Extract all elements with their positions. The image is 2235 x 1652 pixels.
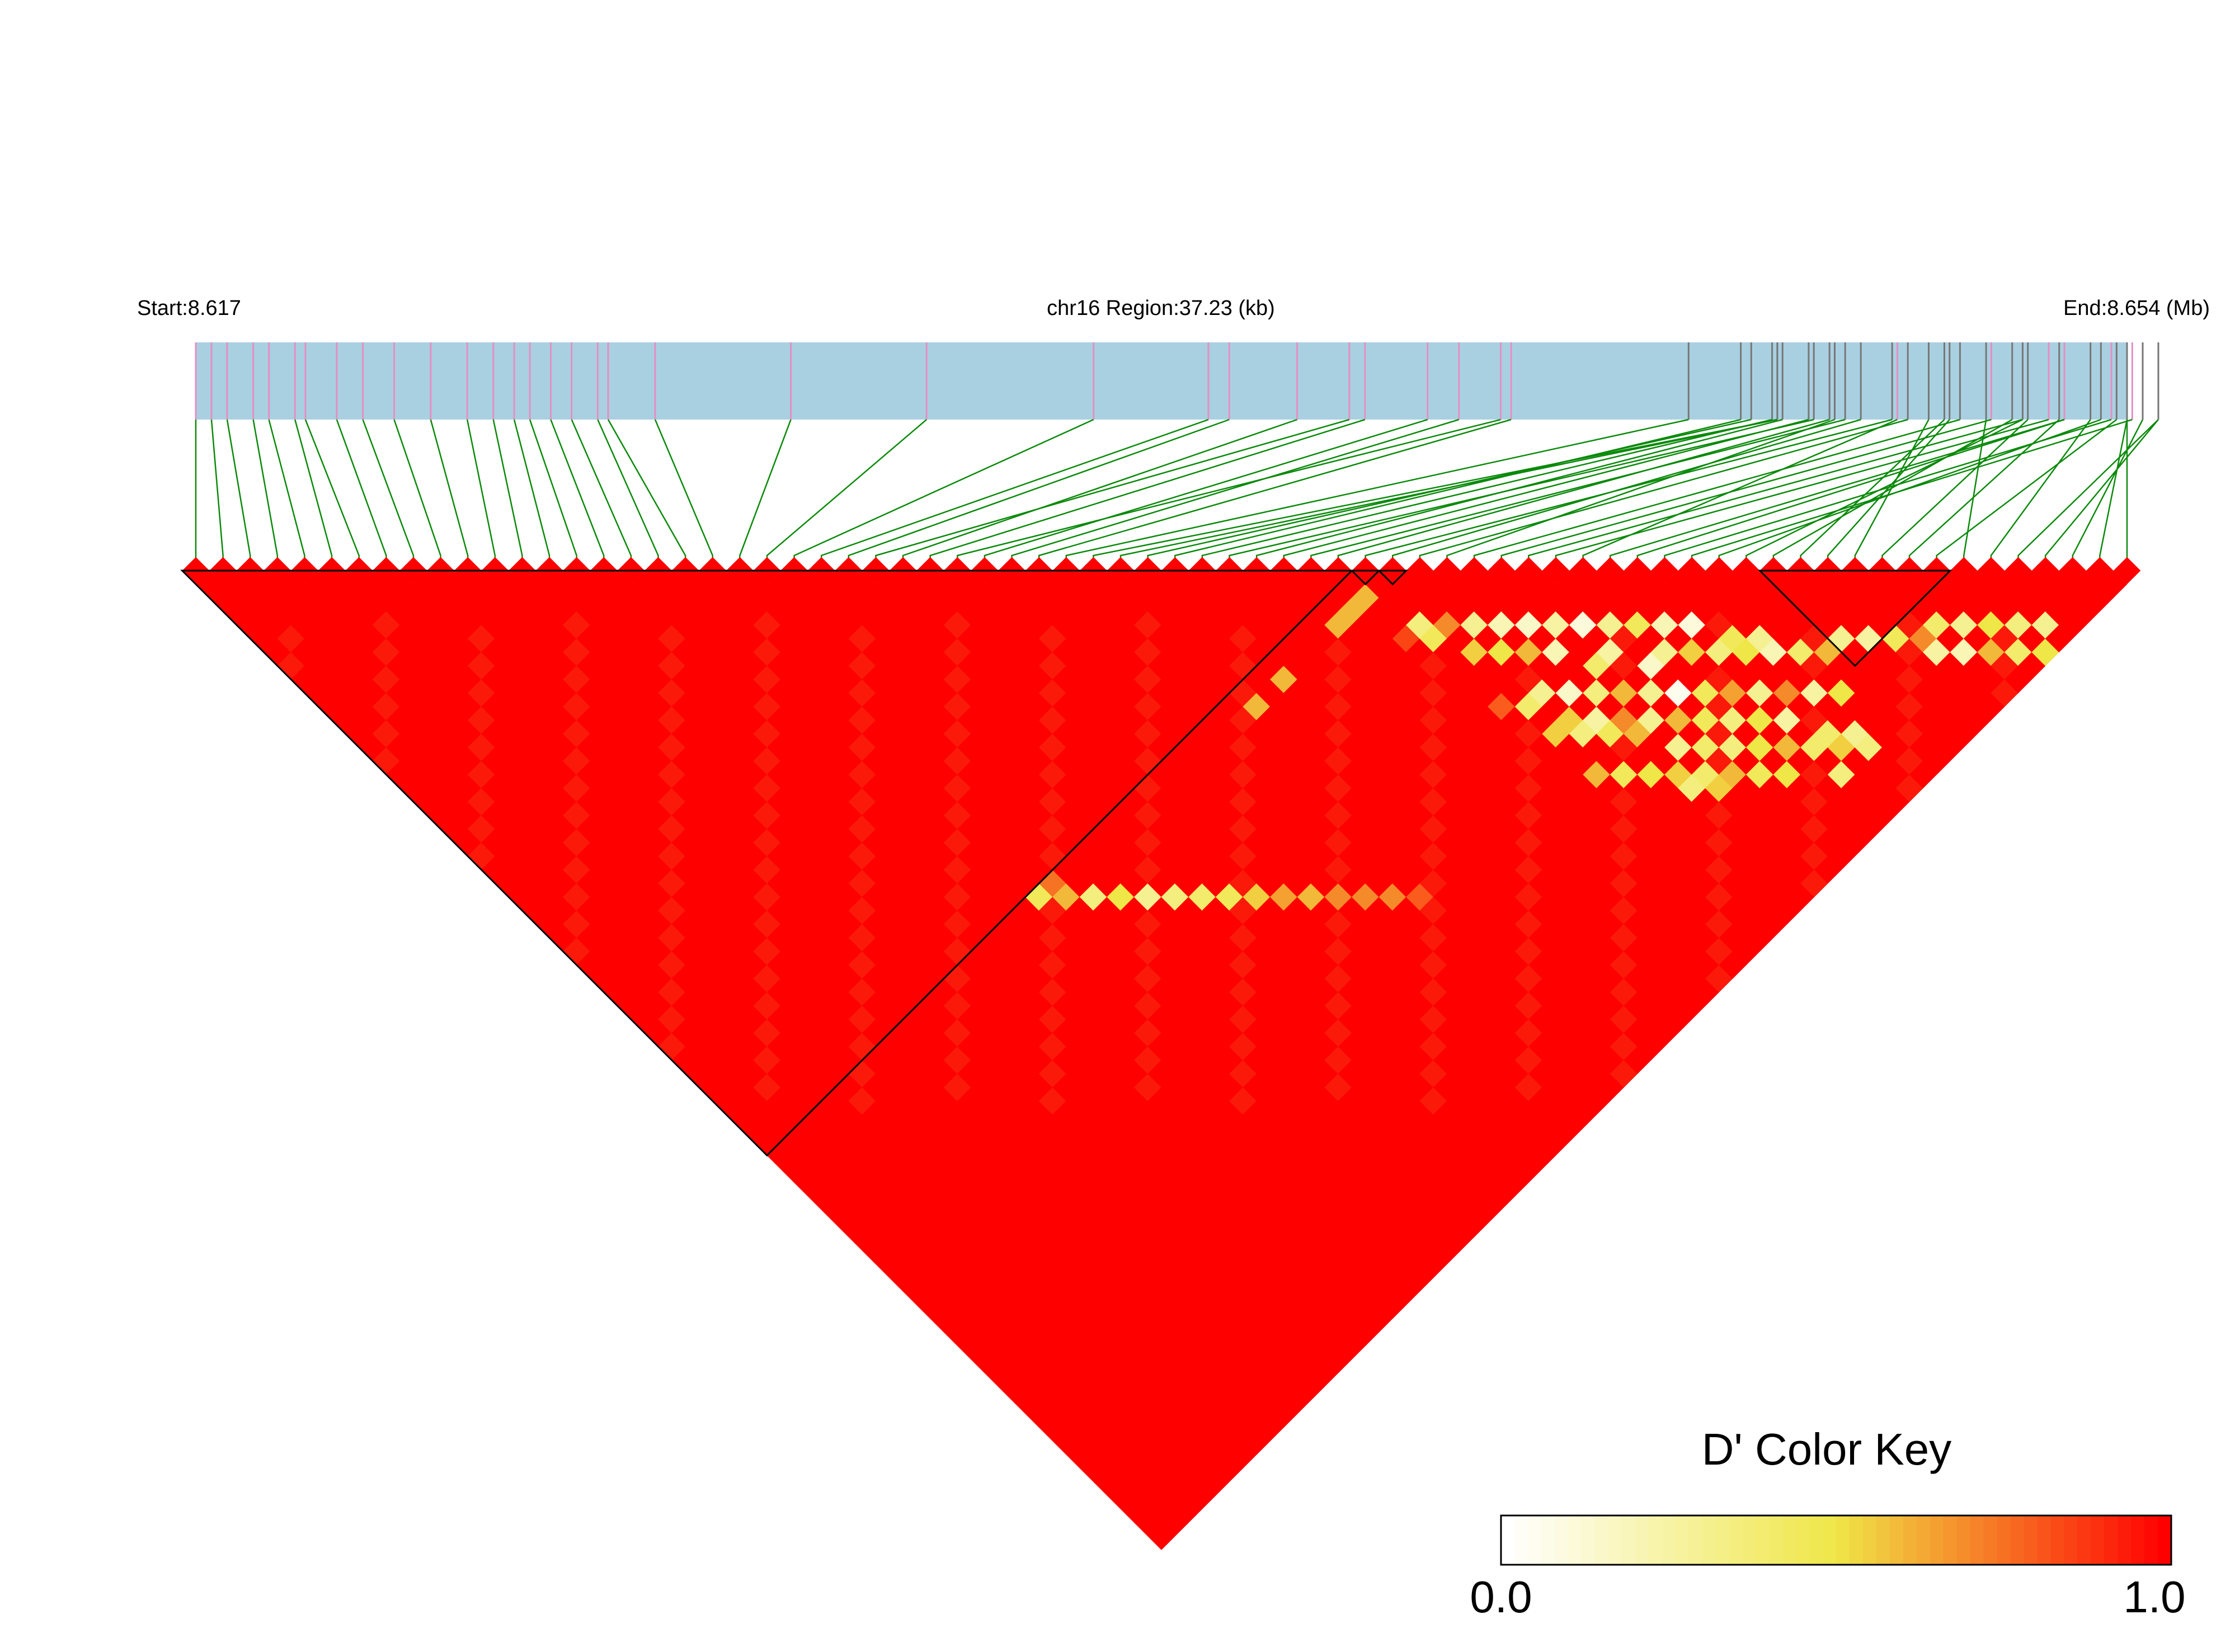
- ld-cells: [182, 557, 2141, 1550]
- color-key-step: [1876, 1515, 1890, 1565]
- color-key-step: [1889, 1515, 1904, 1565]
- color-key-step: [1715, 1515, 1729, 1565]
- color-key-step: [1956, 1515, 1971, 1565]
- region-end-label: End:8.654 (Mb): [2063, 296, 2210, 320]
- color-key-step: [1862, 1515, 1877, 1565]
- color-key-step: [1594, 1515, 1609, 1565]
- snp-position-track: [195, 342, 2159, 420]
- color-key-step: [1662, 1515, 1676, 1565]
- color-key-step: [1568, 1515, 1582, 1565]
- color-key-step: [2118, 1515, 2132, 1565]
- snp-diamond: [1733, 557, 1760, 585]
- snp-diamond: [1433, 557, 1461, 585]
- snp-diamond: [2005, 557, 2032, 585]
- color-key-step: [2144, 1515, 2158, 1565]
- color-key-step: [1782, 1515, 1796, 1565]
- snp-diamond: [1678, 557, 1706, 585]
- color-key-step: [1554, 1515, 1569, 1565]
- color-key-step: [1635, 1515, 1649, 1565]
- color-key-step: [1742, 1515, 1756, 1565]
- color-key-border: [1500, 1514, 2172, 1566]
- color-key-step: [1983, 1515, 1998, 1565]
- color-key-step: [1729, 1515, 1743, 1565]
- color-key-step: [2104, 1515, 2118, 1565]
- color-key-step: [2010, 1515, 2025, 1565]
- color-key-step: [2091, 1515, 2105, 1565]
- snp-diamond: [1515, 557, 1542, 585]
- snp-diamond: [1651, 557, 1678, 585]
- region-title: chr16 Region:37.23 (kb): [1047, 296, 1275, 320]
- color-key-step: [1970, 1515, 1984, 1565]
- snp-diamond: [1569, 557, 1597, 585]
- color-key-step: [2131, 1515, 2145, 1565]
- color-key-step: [1702, 1515, 1716, 1565]
- haplotype-block: [180, 570, 1354, 1157]
- snp-diamond: [2086, 557, 2114, 585]
- snp-diamond: [1624, 557, 1651, 585]
- color-key-step: [1581, 1515, 1596, 1565]
- color-key-step: [2024, 1515, 2038, 1565]
- color-key-step: [1943, 1515, 1958, 1565]
- color-key-step: [1823, 1515, 1837, 1565]
- color-key-step: [2064, 1515, 2078, 1565]
- color-key-step: [1688, 1515, 1702, 1565]
- color-key-step: [1903, 1515, 1917, 1565]
- snp-diamond: [1488, 557, 1516, 585]
- genomic-region-track: [196, 342, 2127, 420]
- color-key-step: [1675, 1515, 1690, 1565]
- haplotype-block: [1758, 570, 1952, 667]
- color-key-step: [1769, 1515, 1783, 1565]
- color-key-step: [1997, 1515, 2011, 1565]
- color-key-step: [1930, 1515, 1944, 1565]
- region-start-label: Start:8.617: [137, 296, 241, 320]
- snp-diamond: [1705, 557, 1733, 585]
- color-key-step: [1501, 1515, 1515, 1565]
- haplotype-block: [1349, 570, 1381, 586]
- snp-diamond: [2031, 557, 2059, 585]
- color-key-step: [1916, 1515, 1931, 1565]
- color-key-step: [2158, 1515, 2172, 1565]
- color-key-step: [1648, 1515, 1663, 1565]
- snp-diamond: [1542, 557, 1570, 585]
- color-key-step: [1836, 1515, 1850, 1565]
- snp-diamond: [1460, 557, 1488, 585]
- color-key-gradient: [1501, 1515, 2172, 1565]
- color-key-title: D' Color Key: [1702, 1424, 1952, 1474]
- color-key-step: [1541, 1515, 1555, 1565]
- snp-diamond: [1950, 557, 1978, 585]
- color-key-legend: D' Color Key 0.0 1.0: [1470, 1424, 2185, 1622]
- color-key-max-label: 1.0: [2123, 1572, 2185, 1622]
- color-key-min-label: 0.0: [1470, 1572, 1532, 1622]
- color-key-step: [1527, 1515, 1542, 1565]
- snp-diamond: [1406, 557, 1434, 585]
- color-key-step: [2077, 1515, 2091, 1565]
- color-key-step: [1514, 1515, 1528, 1565]
- snp-diamond: [2113, 557, 2141, 585]
- color-key-step: [1756, 1515, 1770, 1565]
- color-key-step: [1796, 1515, 1810, 1565]
- snp-diamond: [2059, 557, 2087, 585]
- color-key-step: [1621, 1515, 1636, 1565]
- color-key-step: [1809, 1515, 1823, 1565]
- color-key-step: [2037, 1515, 2051, 1565]
- snp-diamond: [1977, 557, 2005, 585]
- haplotype-block: [1377, 570, 1409, 586]
- snp-diamond: [1596, 557, 1624, 585]
- color-key-step: [1608, 1515, 1622, 1565]
- haplotype-block-outlines: [180, 570, 1952, 1157]
- color-key-step: [1849, 1515, 1864, 1565]
- color-key-step: [2050, 1515, 2064, 1565]
